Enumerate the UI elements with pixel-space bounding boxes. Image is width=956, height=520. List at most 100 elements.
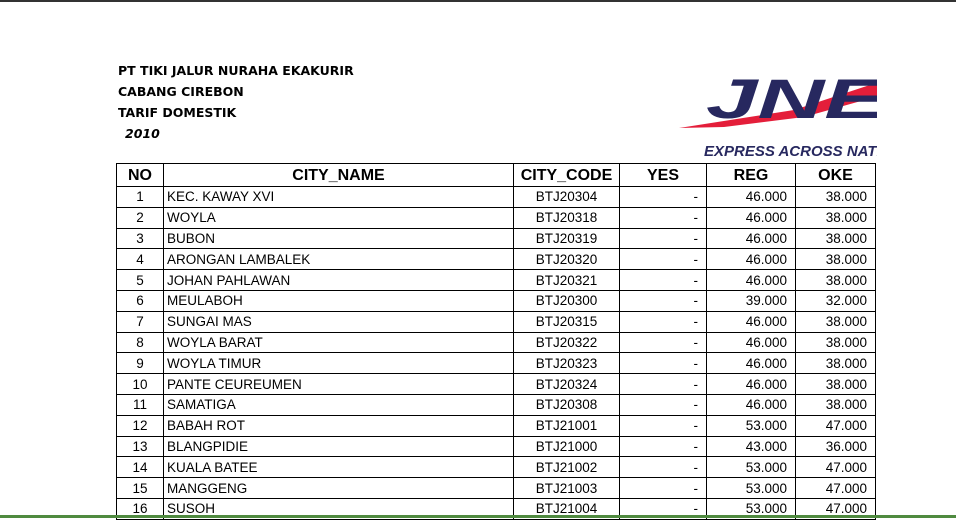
cell-reg: 46.000 bbox=[706, 269, 796, 291]
cell-city-code: BTJ20318 bbox=[513, 206, 620, 229]
cell-oke: 36.000 bbox=[795, 435, 876, 458]
col-reg: REG bbox=[706, 163, 796, 187]
cell-no: 15 bbox=[116, 477, 164, 499]
cell-oke: 47.000 bbox=[795, 497, 876, 520]
cell-oke: 47.000 bbox=[795, 456, 876, 479]
cell-city-name: WOYLA bbox=[163, 206, 514, 229]
cell-yes: - bbox=[619, 248, 707, 271]
col-no: NO bbox=[116, 163, 164, 187]
cell-city-name: BUBON bbox=[163, 227, 514, 250]
col-oke: OKE bbox=[795, 163, 876, 187]
cell-city-code: BTJ21003 bbox=[513, 477, 620, 499]
cell-oke: 38.000 bbox=[795, 331, 876, 354]
cell-no: 11 bbox=[116, 393, 164, 416]
table-row: 9 WOYLA TIMUR BTJ20323-46.000 38.000 bbox=[116, 352, 876, 375]
cell-city-code: BTJ20321 bbox=[513, 269, 620, 291]
table-row: 15 MANGGENG BTJ21003-53.000 47.000 bbox=[116, 477, 876, 499]
col-city-name: CITY_NAME bbox=[163, 163, 514, 187]
cell-no: 6 bbox=[116, 289, 164, 312]
cell-reg: 39.000 bbox=[706, 289, 796, 312]
cell-yes: - bbox=[619, 456, 707, 479]
cell-city-code: BTJ20308 bbox=[513, 393, 620, 416]
cell-yes: - bbox=[619, 289, 707, 312]
cell-city-name: BABAH ROT bbox=[163, 414, 514, 437]
cell-city-code: BTJ20323 bbox=[513, 352, 620, 375]
cell-city-code: BTJ20319 bbox=[513, 227, 620, 250]
table-row: 12 BABAH ROT BTJ21001-53.000 47.000 bbox=[116, 414, 876, 437]
cell-yes: - bbox=[619, 373, 707, 395]
bottom-border bbox=[0, 515, 956, 518]
cell-yes: - bbox=[619, 227, 707, 250]
company-name: PT TIKI JALUR NURAHA EKAKURIR bbox=[118, 63, 354, 78]
cell-oke: 38.000 bbox=[795, 373, 876, 395]
cell-no: 8 bbox=[116, 331, 164, 354]
table-row: 2 WOYLA BTJ20318-46.000 38.000 bbox=[116, 206, 876, 229]
cell-oke: 38.000 bbox=[795, 227, 876, 250]
cell-no: 4 bbox=[116, 248, 164, 271]
cell-city-code: BTJ20322 bbox=[513, 331, 620, 354]
cell-yes: - bbox=[619, 206, 707, 229]
cell-oke: 38.000 bbox=[795, 186, 876, 208]
table-row: 16 SUSOH BTJ21004-53.000 47.000 bbox=[116, 497, 876, 520]
cell-reg: 53.000 bbox=[706, 497, 796, 520]
cell-city-code: BTJ20300 bbox=[513, 289, 620, 312]
cell-city-name: KEC. KAWAY XVI bbox=[163, 186, 514, 208]
cell-oke: 38.000 bbox=[795, 206, 876, 229]
cell-reg: 46.000 bbox=[706, 248, 796, 271]
cell-city-name: MANGGENG bbox=[163, 477, 514, 499]
table-row: 14 KUALA BATEE BTJ21002-53.000 47.000 bbox=[116, 456, 876, 479]
cell-oke: 38.000 bbox=[795, 248, 876, 271]
cell-oke: 32.000 bbox=[795, 289, 876, 312]
cell-yes: - bbox=[619, 435, 707, 458]
cell-no: 9 bbox=[116, 352, 164, 375]
cell-no: 1 bbox=[116, 186, 164, 208]
cell-yes: - bbox=[619, 269, 707, 291]
cell-no: 5 bbox=[116, 269, 164, 291]
doc-title: TARIF DOMESTIK bbox=[118, 105, 237, 120]
cell-reg: 46.000 bbox=[706, 310, 796, 333]
cell-reg: 46.000 bbox=[706, 186, 796, 208]
cell-yes: - bbox=[619, 477, 707, 499]
cell-no: 14 bbox=[116, 456, 164, 479]
cell-no: 10 bbox=[116, 373, 164, 395]
table-row: 11 SAMATIGA BTJ20308-46.000 38.000 bbox=[116, 393, 876, 416]
table-row: 8 WOYLA BARAT BTJ20322-46.000 38.000 bbox=[116, 331, 876, 354]
cell-reg: 46.000 bbox=[706, 373, 796, 395]
table-row: 7 SUNGAI MAS BTJ20315-46.000 38.000 bbox=[116, 310, 876, 333]
cell-city-name: ARONGAN LAMBALEK bbox=[163, 248, 514, 271]
cell-oke: 38.000 bbox=[795, 269, 876, 291]
cell-city-code: BTJ20324 bbox=[513, 373, 620, 395]
cell-reg: 53.000 bbox=[706, 477, 796, 499]
cell-no: 7 bbox=[116, 310, 164, 333]
cell-no: 12 bbox=[116, 414, 164, 437]
cell-reg: 46.000 bbox=[706, 331, 796, 354]
cell-oke: 38.000 bbox=[795, 352, 876, 375]
table-row: 1 KEC. KAWAY XVI BTJ20304-46.000 38.000 bbox=[116, 186, 876, 208]
cell-city-name: WOYLA BARAT bbox=[163, 331, 514, 354]
cell-city-name: BLANGPIDIE bbox=[163, 435, 514, 458]
document-header: PT TIKI JALUR NURAHA EKAKURIR CABANG CIR… bbox=[118, 60, 354, 144]
cell-yes: - bbox=[619, 310, 707, 333]
cell-yes: - bbox=[619, 393, 707, 416]
cell-city-code: BTJ21000 bbox=[513, 435, 620, 458]
jne-logo: JNE EXPRESS ACROSS NATI bbox=[664, 58, 877, 160]
cell-reg: 46.000 bbox=[706, 206, 796, 229]
cell-no: 2 bbox=[116, 206, 164, 229]
cell-reg: 53.000 bbox=[706, 456, 796, 479]
table-row: 5 JOHAN PAHLAWAN BTJ20321-46.000 38.000 bbox=[116, 269, 876, 291]
table-row: 3 BUBON BTJ20319-46.000 38.000 bbox=[116, 227, 876, 250]
table-row: 4 ARONGAN LAMBALEK BTJ20320-46.000 38.000 bbox=[116, 248, 876, 271]
cell-oke: 47.000 bbox=[795, 477, 876, 499]
cell-oke: 38.000 bbox=[795, 393, 876, 416]
cell-city-code: BTJ20304 bbox=[513, 186, 620, 208]
logo-tagline: EXPRESS ACROSS NATI bbox=[704, 143, 877, 160]
tariff-table: NO CITY_NAME CITY_CODE YES REG OKE 1 KEC.… bbox=[116, 163, 876, 520]
cell-yes: - bbox=[619, 186, 707, 208]
cell-no: 13 bbox=[116, 435, 164, 458]
cell-city-code: BTJ21001 bbox=[513, 414, 620, 437]
branch-name: CABANG CIREBON bbox=[118, 84, 244, 99]
cell-yes: - bbox=[619, 352, 707, 375]
cell-reg: 53.000 bbox=[706, 414, 796, 437]
cell-oke: 38.000 bbox=[795, 310, 876, 333]
logo-swoosh bbox=[679, 82, 877, 128]
